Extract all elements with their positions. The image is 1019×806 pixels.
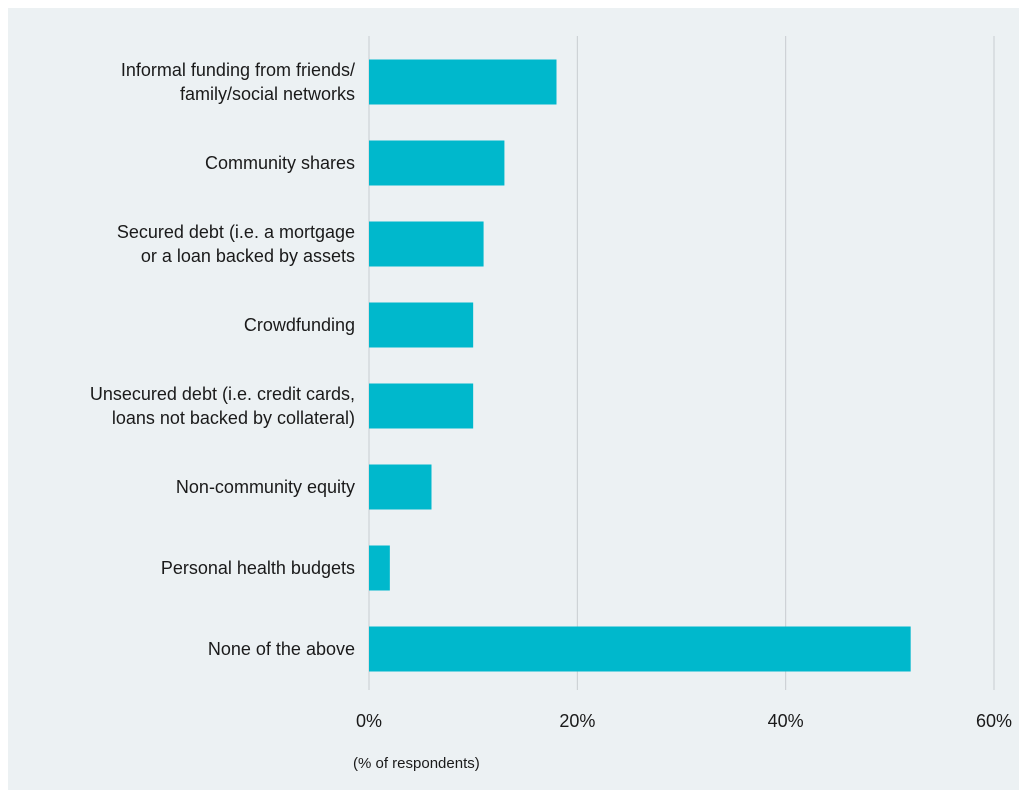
bar [369,545,390,591]
category-label: Secured debt (i.e. a mortgage or a loan b… [117,222,355,266]
chart-panel: Informal funding from friends/family/soc… [8,8,1019,790]
x-tick-label: 40% [768,711,804,731]
x-tick-labels: 0% 20% 40% 60% [356,711,1012,731]
category-label: Unsecured debt (i.e. credit cards, loans … [90,384,355,428]
category-label: Non-community equity [176,477,355,497]
bars [369,59,911,672]
category-label: Community shares [205,153,355,173]
category-label: Crowdfunding [244,315,355,335]
category-labels: Informal funding from friends/family/soc… [90,60,355,659]
category-label: Personal health budgets [161,558,355,578]
bar [369,383,474,429]
bar [369,302,474,348]
x-tick-label: 20% [559,711,595,731]
category-label: Informal funding from friends/family/soc… [121,60,355,104]
bar [369,626,911,672]
x-axis-title: (% of respondents) [353,755,480,772]
bar [369,221,484,267]
x-tick-label: 0% [356,711,382,731]
category-label: None of the above [208,639,355,659]
bar [369,59,557,105]
bar [369,464,432,510]
gridlines [368,36,995,690]
bar [369,140,505,186]
x-tick-label: 60% [976,711,1012,731]
bar-chart: Informal funding from friends/family/soc… [90,36,1012,772]
